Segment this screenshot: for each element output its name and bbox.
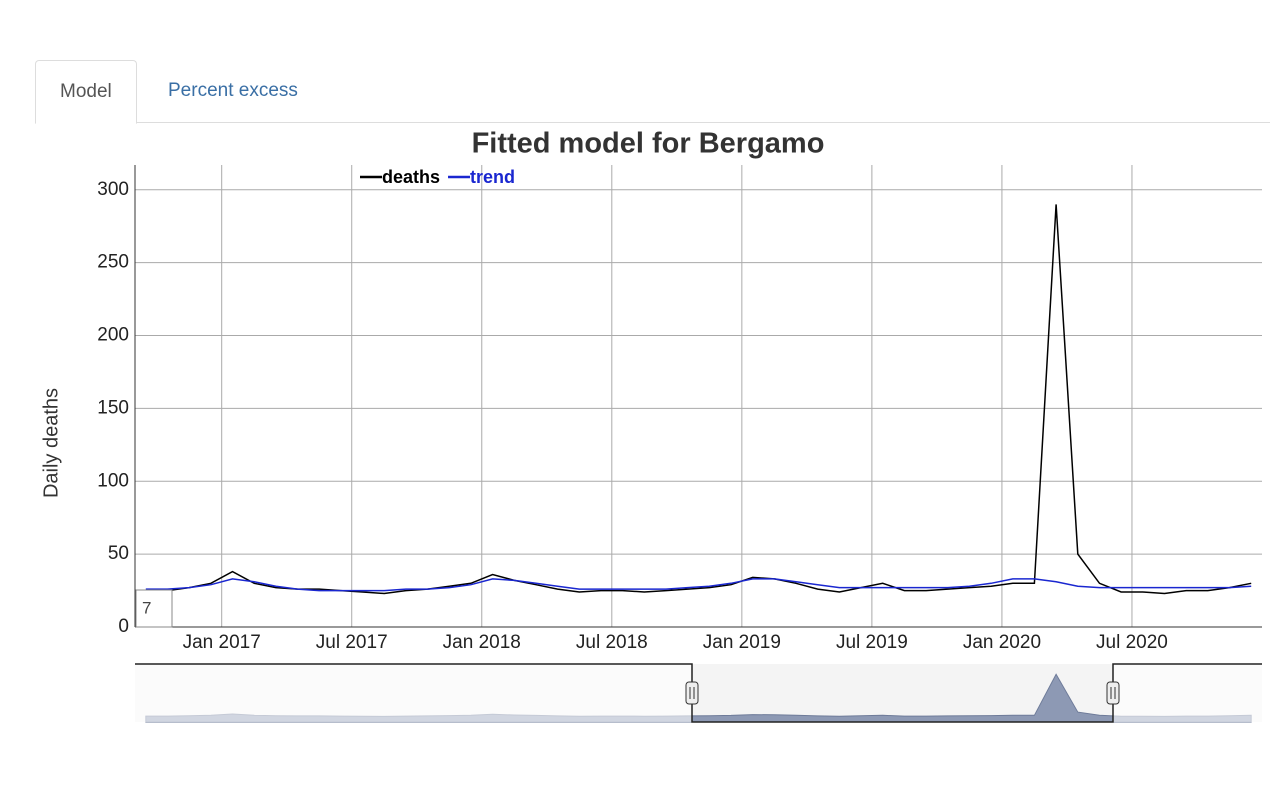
y-tick-label: 50 [108,543,129,564]
roll-period-value: 7 [142,598,151,617]
legend-label: deaths [382,167,440,187]
roll-period-input[interactable] [135,589,173,628]
y-tick-label: 200 [97,325,129,346]
x-tick-label: Jan 2018 [443,632,521,653]
x-tick-label: Jan 2020 [963,632,1041,653]
x-tick-label: Jul 2019 [836,632,908,653]
range-unselected [135,664,692,722]
range-outline [135,663,1262,723]
legend-label: trend [470,167,515,187]
x-tick-label: Jan 2017 [183,632,261,653]
tab-model[interactable]: Model [35,60,137,124]
y-tick-label: 150 [97,397,129,418]
tab-border [35,122,1270,123]
series-line [145,578,1252,592]
y-tick-label: 250 [97,252,129,273]
y-tick-label: 0 [118,616,129,637]
x-tick-label: Jul 2017 [316,632,388,653]
range-handle[interactable] [685,681,699,705]
y-tick-label: 100 [97,470,129,491]
range-unselected [1113,664,1262,722]
x-tick-label: Jan 2019 [703,632,781,653]
chart-title: Fitted model for Bergamo [472,128,825,160]
x-tick-label: Jul 2018 [576,632,648,653]
y-axis-label: Daily deaths [40,388,62,498]
range-handle[interactable] [1106,681,1120,705]
y-tick-label: 300 [97,179,129,200]
tab-percent-excess[interactable]: Percent excess [168,80,298,101]
x-tick-label: Jul 2020 [1096,632,1168,653]
